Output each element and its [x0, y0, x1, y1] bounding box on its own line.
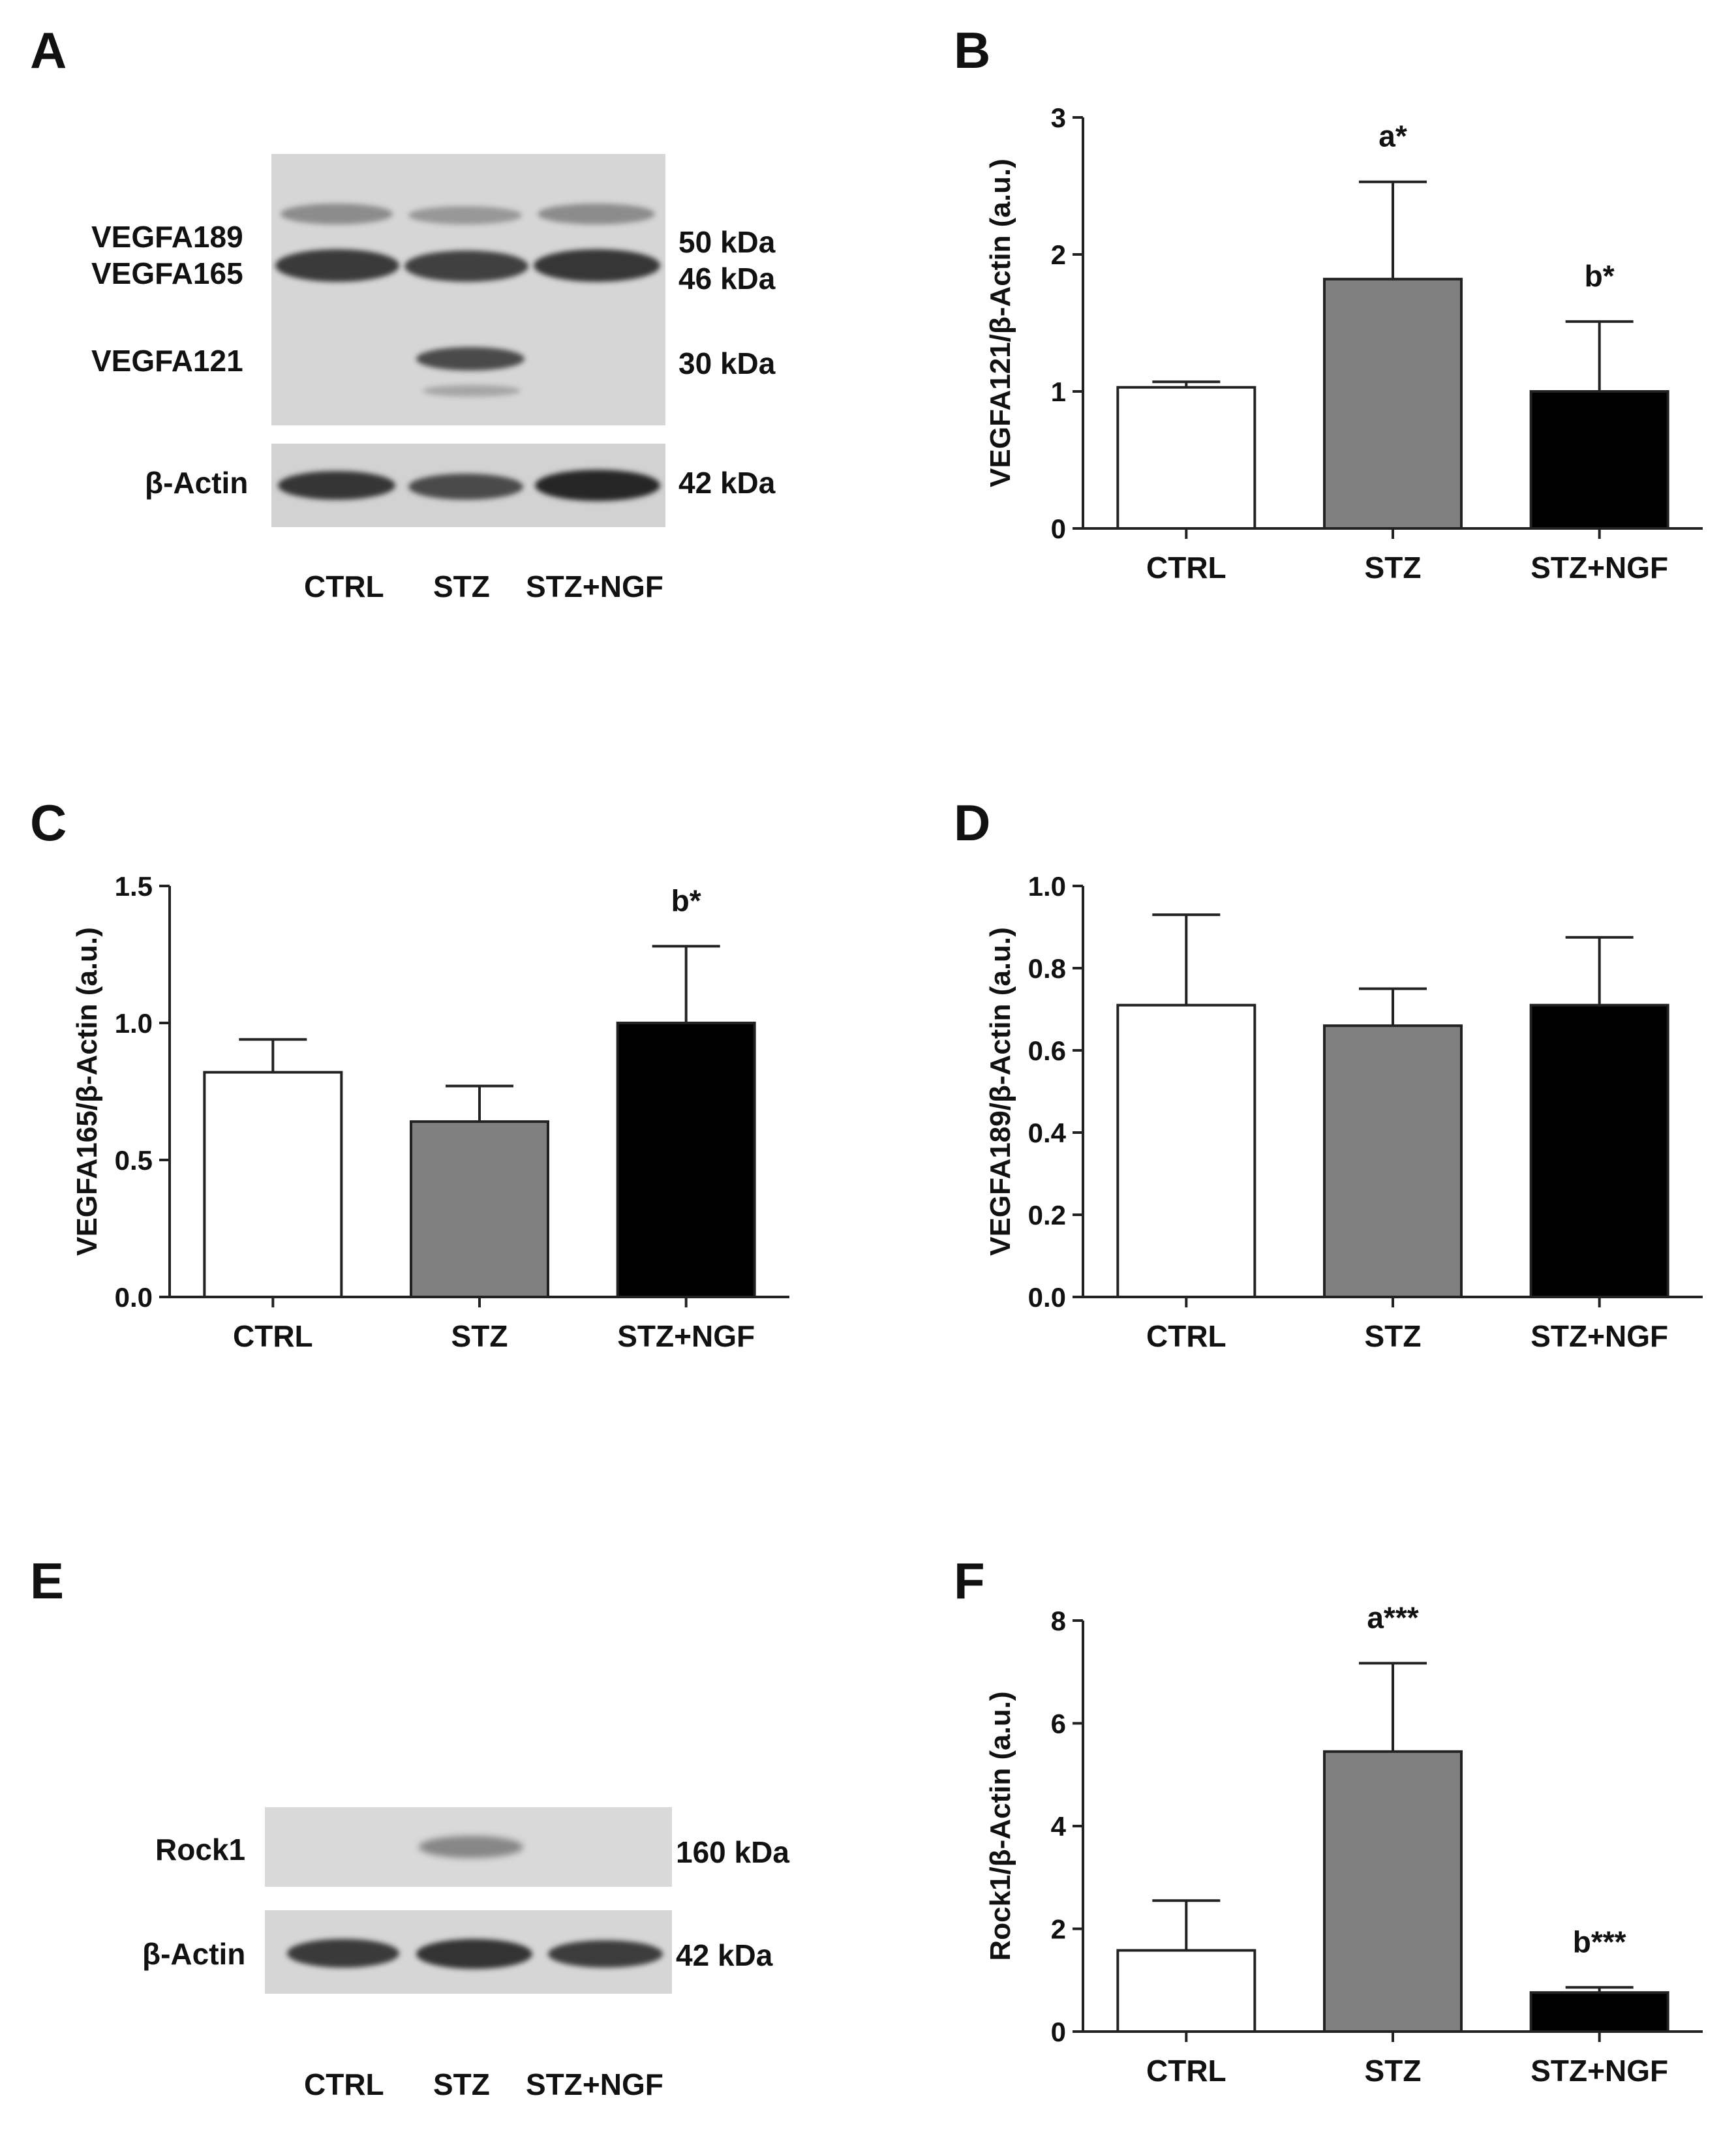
- significance-label: b*: [1585, 259, 1615, 293]
- blot-label-beta-actin: β-Actin: [145, 466, 249, 500]
- blot-mw-42: 42 kDa: [676, 1938, 773, 1972]
- x-category-label: CTRL: [1146, 1319, 1226, 1353]
- band: [416, 347, 525, 371]
- panel-letter-e: E: [30, 1552, 65, 1609]
- blot-label-rock1: Rock1: [155, 1833, 246, 1867]
- bar-stz-ngf: [1529, 1991, 1669, 2034]
- y-axis-label: Rock1/β-Actin (a.u.): [984, 1691, 1016, 1960]
- blot-label-vegfa121: VEGFA121: [91, 344, 243, 378]
- blot-mw-42: 42 kDa: [678, 466, 776, 500]
- blot-mw-46: 46 kDa: [678, 262, 776, 296]
- y-tick-label: 0.0: [1028, 1282, 1066, 1313]
- y-tick-label: 1.0: [1028, 871, 1066, 902]
- panel-letter-c: C: [30, 794, 67, 851]
- significance-label: a***: [1367, 1600, 1418, 1634]
- x-category-label: STZ: [1365, 1319, 1422, 1353]
- bar-stz: [410, 1120, 549, 1298]
- band: [278, 471, 395, 500]
- bar-ctrl: [203, 1071, 343, 1298]
- chart-f-rock1: 0 2 4 6 8 Rock1/β-Actin (a.u.) CTRL STZ a*** STZ+…: [984, 1600, 1703, 2088]
- panel-letter-b: B: [954, 22, 991, 79]
- y-tick-label: 0.8: [1028, 953, 1066, 984]
- x-category-label: STZ: [1365, 2054, 1422, 2088]
- y-tick-label: 0: [1051, 2017, 1066, 2047]
- y-tick-label: 8: [1051, 1606, 1066, 1636]
- bar-ctrl: [1116, 1949, 1256, 2034]
- y-tick-label: 0.6: [1028, 1035, 1066, 1066]
- y-tick-label: 6: [1051, 1709, 1066, 1739]
- bar-stz: [1323, 277, 1463, 530]
- y-tick-label: 3: [1051, 102, 1066, 133]
- band: [287, 1939, 399, 1968]
- lane-label-stz-ngf: STZ+NGF: [526, 570, 663, 603]
- x-category-label: CTRL: [1146, 2054, 1226, 2088]
- significance-label: b***: [1573, 1925, 1626, 1958]
- y-tick-label: 0: [1051, 513, 1066, 544]
- band: [534, 249, 660, 282]
- x-category-label: STZ+NGF: [617, 1319, 755, 1353]
- band: [281, 204, 393, 224]
- band: [538, 204, 655, 224]
- y-tick-label: 4: [1051, 1811, 1067, 1842]
- y-axis-label: VEGFA189/β-Actin (a.u.): [984, 927, 1016, 1256]
- x-category-label: STZ+NGF: [1530, 1319, 1668, 1353]
- bar-stz: [1323, 1750, 1463, 2033]
- band: [416, 1939, 532, 1969]
- y-tick-label: 1: [1051, 376, 1066, 407]
- blot-image-vegfa: [271, 154, 665, 425]
- chart-b-vegfa121: 0 1 2 3 VEGFA121/β-Actin (a.u.) CTRL STZ a* STZ+…: [984, 102, 1703, 585]
- x-category-label: STZ: [1365, 551, 1422, 585]
- lane-label-ctrl: CTRL: [304, 2067, 384, 2101]
- significance-label: b*: [671, 883, 701, 917]
- bar-stz-ngf: [616, 1022, 756, 1298]
- band: [419, 1836, 523, 1858]
- lane-label-stz-ngf: STZ+NGF: [526, 2067, 663, 2101]
- y-tick-label: 1.0: [115, 1008, 153, 1039]
- blot-mw-160: 160 kDa: [676, 1835, 789, 1869]
- bar-stz-ngf: [1529, 1003, 1669, 1298]
- band: [423, 385, 521, 397]
- x-category-label: CTRL: [233, 1319, 313, 1353]
- y-tick-label: 2: [1051, 1914, 1066, 1945]
- x-category-label: CTRL: [1146, 551, 1226, 585]
- blot-image-rock1: [265, 1807, 672, 1887]
- panel-letter-f: F: [954, 1552, 985, 1609]
- lane-label-ctrl: CTRL: [304, 570, 384, 603]
- band: [408, 206, 522, 224]
- blot-label-vegfa165: VEGFA165: [91, 256, 243, 290]
- band: [275, 249, 399, 282]
- x-category-label: STZ+NGF: [1530, 2054, 1668, 2088]
- band: [535, 470, 660, 501]
- significance-label: a*: [1378, 119, 1407, 153]
- chart-d-vegfa189: 0.0 0.2 0.4 0.6 0.8 1.0 VEGFA189/β-Actin (a.u.…: [984, 871, 1703, 1353]
- y-tick-label: 1.5: [115, 871, 153, 902]
- blot-mw-50: 50 kDa: [678, 225, 776, 259]
- panel-letter-d: D: [954, 794, 991, 851]
- bar-ctrl: [1116, 1003, 1256, 1298]
- y-tick-label: 0.4: [1028, 1118, 1067, 1148]
- blot-image-actin-e: [265, 1910, 672, 1994]
- lane-label-stz: STZ: [433, 2067, 490, 2101]
- blot-mw-30: 30 kDa: [678, 346, 776, 380]
- chart-c-vegfa165: 0.0 0.5 1.0 1.5 VEGFA165/β-Actin (a.u.) CTRL S…: [71, 871, 789, 1353]
- lane-label-stz: STZ: [433, 570, 490, 603]
- band: [408, 474, 523, 500]
- bar-stz: [1323, 1024, 1463, 1298]
- bar-ctrl: [1116, 386, 1256, 530]
- y-tick-label: 0.0: [115, 1282, 153, 1313]
- bar-stz-ngf: [1529, 390, 1669, 530]
- blot-label-vegfa189: VEGFA189: [91, 220, 243, 254]
- band: [404, 251, 528, 282]
- y-axis-label: VEGFA165/β-Actin (a.u.): [71, 927, 103, 1256]
- y-tick-label: 2: [1051, 239, 1066, 270]
- panel-letter-a: A: [30, 22, 67, 79]
- x-category-label: STZ: [451, 1319, 508, 1353]
- blot-image-actin-a: [271, 444, 665, 527]
- y-tick-label: 0.2: [1028, 1200, 1066, 1230]
- y-axis-label: VEGFA121/β-Actin (a.u.): [984, 159, 1016, 487]
- band: [548, 1940, 663, 1968]
- x-category-label: STZ+NGF: [1530, 551, 1668, 585]
- y-tick-label: 0.5: [115, 1145, 153, 1176]
- blot-label-beta-actin: β-Actin: [142, 1937, 246, 1971]
